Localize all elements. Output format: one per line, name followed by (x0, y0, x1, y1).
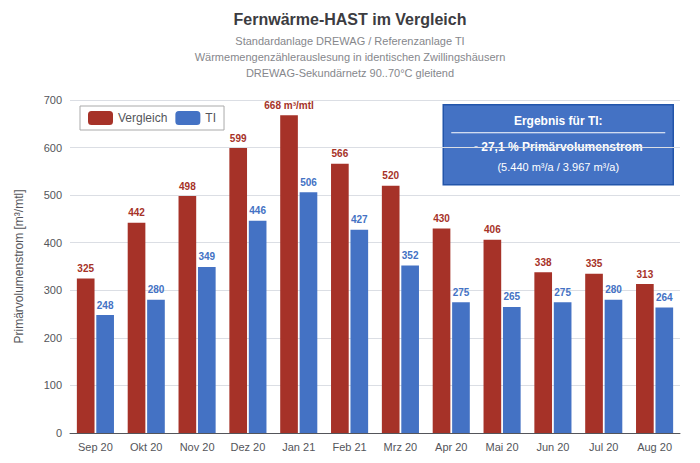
svg-text:Aug 20: Aug 20 (637, 441, 672, 453)
svg-text:280: 280 (148, 284, 165, 295)
svg-text:406: 406 (484, 224, 501, 235)
svg-text:Wärmemengenzählerauslesung in: Wärmemengenzählerauslesung in identische… (195, 51, 506, 63)
svg-text:668 m³/mtl: 668 m³/mtl (264, 100, 314, 111)
svg-text:446: 446 (249, 205, 266, 216)
svg-text:Apr 20: Apr 20 (435, 441, 467, 453)
svg-text:599: 599 (230, 133, 247, 144)
svg-text:248: 248 (97, 300, 114, 311)
svg-text:Nov 20: Nov 20 (180, 441, 215, 453)
svg-text:325: 325 (77, 263, 94, 274)
svg-text:566: 566 (332, 148, 349, 159)
svg-text:Mrz 20: Mrz 20 (384, 441, 418, 453)
svg-text:400: 400 (44, 237, 62, 249)
svg-text:200: 200 (44, 332, 62, 344)
svg-text:Mai 20: Mai 20 (486, 441, 519, 453)
svg-text:Primärvolumenstrom [m³/mtl]: Primärvolumenstrom [m³/mtl] (12, 189, 26, 343)
svg-text:500: 500 (44, 189, 62, 201)
svg-text:265: 265 (503, 291, 520, 302)
svg-text:Ergebnis für TI:: Ergebnis für TI: (514, 114, 603, 128)
svg-text:Jul 20: Jul 20 (589, 441, 618, 453)
svg-text:300: 300 (44, 284, 62, 296)
svg-text:Okt 20: Okt 20 (130, 441, 162, 453)
svg-text:427: 427 (351, 214, 368, 225)
svg-text:700: 700 (44, 94, 62, 106)
svg-text:498: 498 (179, 181, 196, 192)
svg-text:Fernwärme-HAST im Vergleich: Fernwärme-HAST im Vergleich (234, 11, 467, 28)
svg-text:Dez 20: Dez 20 (230, 441, 265, 453)
svg-text:Jan 21: Jan 21 (282, 441, 315, 453)
svg-text:275: 275 (453, 287, 470, 298)
svg-text:DREWAG-Sekundärnetz 90..70°C g: DREWAG-Sekundärnetz 90..70°C gleitend (246, 67, 454, 79)
svg-text:Sep 20: Sep 20 (78, 441, 113, 453)
svg-text:Standardanlage DREWAG / Refere: Standardanlage DREWAG / Referenzanlage T… (235, 35, 464, 47)
svg-text:Jun 20: Jun 20 (536, 441, 569, 453)
svg-text:349: 349 (198, 251, 215, 262)
svg-text:313: 313 (637, 269, 654, 280)
svg-text:338: 338 (535, 257, 552, 268)
svg-text:Feb 21: Feb 21 (332, 441, 366, 453)
svg-text:(5.440 m³/a / 3.967 m³/a): (5.440 m³/a / 3.967 m³/a) (497, 161, 619, 173)
svg-text:100: 100 (44, 379, 62, 391)
svg-text:Vergleich: Vergleich (118, 111, 167, 125)
svg-text:- 27,1 % Primärvolumenstrom: - 27,1 % Primärvolumenstrom (474, 140, 643, 154)
svg-text:TI: TI (205, 111, 216, 125)
svg-text:280: 280 (605, 284, 622, 295)
svg-text:0: 0 (56, 427, 62, 439)
svg-text:600: 600 (44, 142, 62, 154)
svg-text:442: 442 (128, 207, 145, 218)
svg-text:520: 520 (382, 170, 399, 181)
svg-text:264: 264 (656, 292, 673, 303)
svg-text:275: 275 (554, 287, 571, 298)
svg-text:335: 335 (586, 258, 603, 269)
svg-text:506: 506 (300, 177, 317, 188)
svg-text:352: 352 (402, 250, 419, 261)
svg-text:430: 430 (433, 213, 450, 224)
